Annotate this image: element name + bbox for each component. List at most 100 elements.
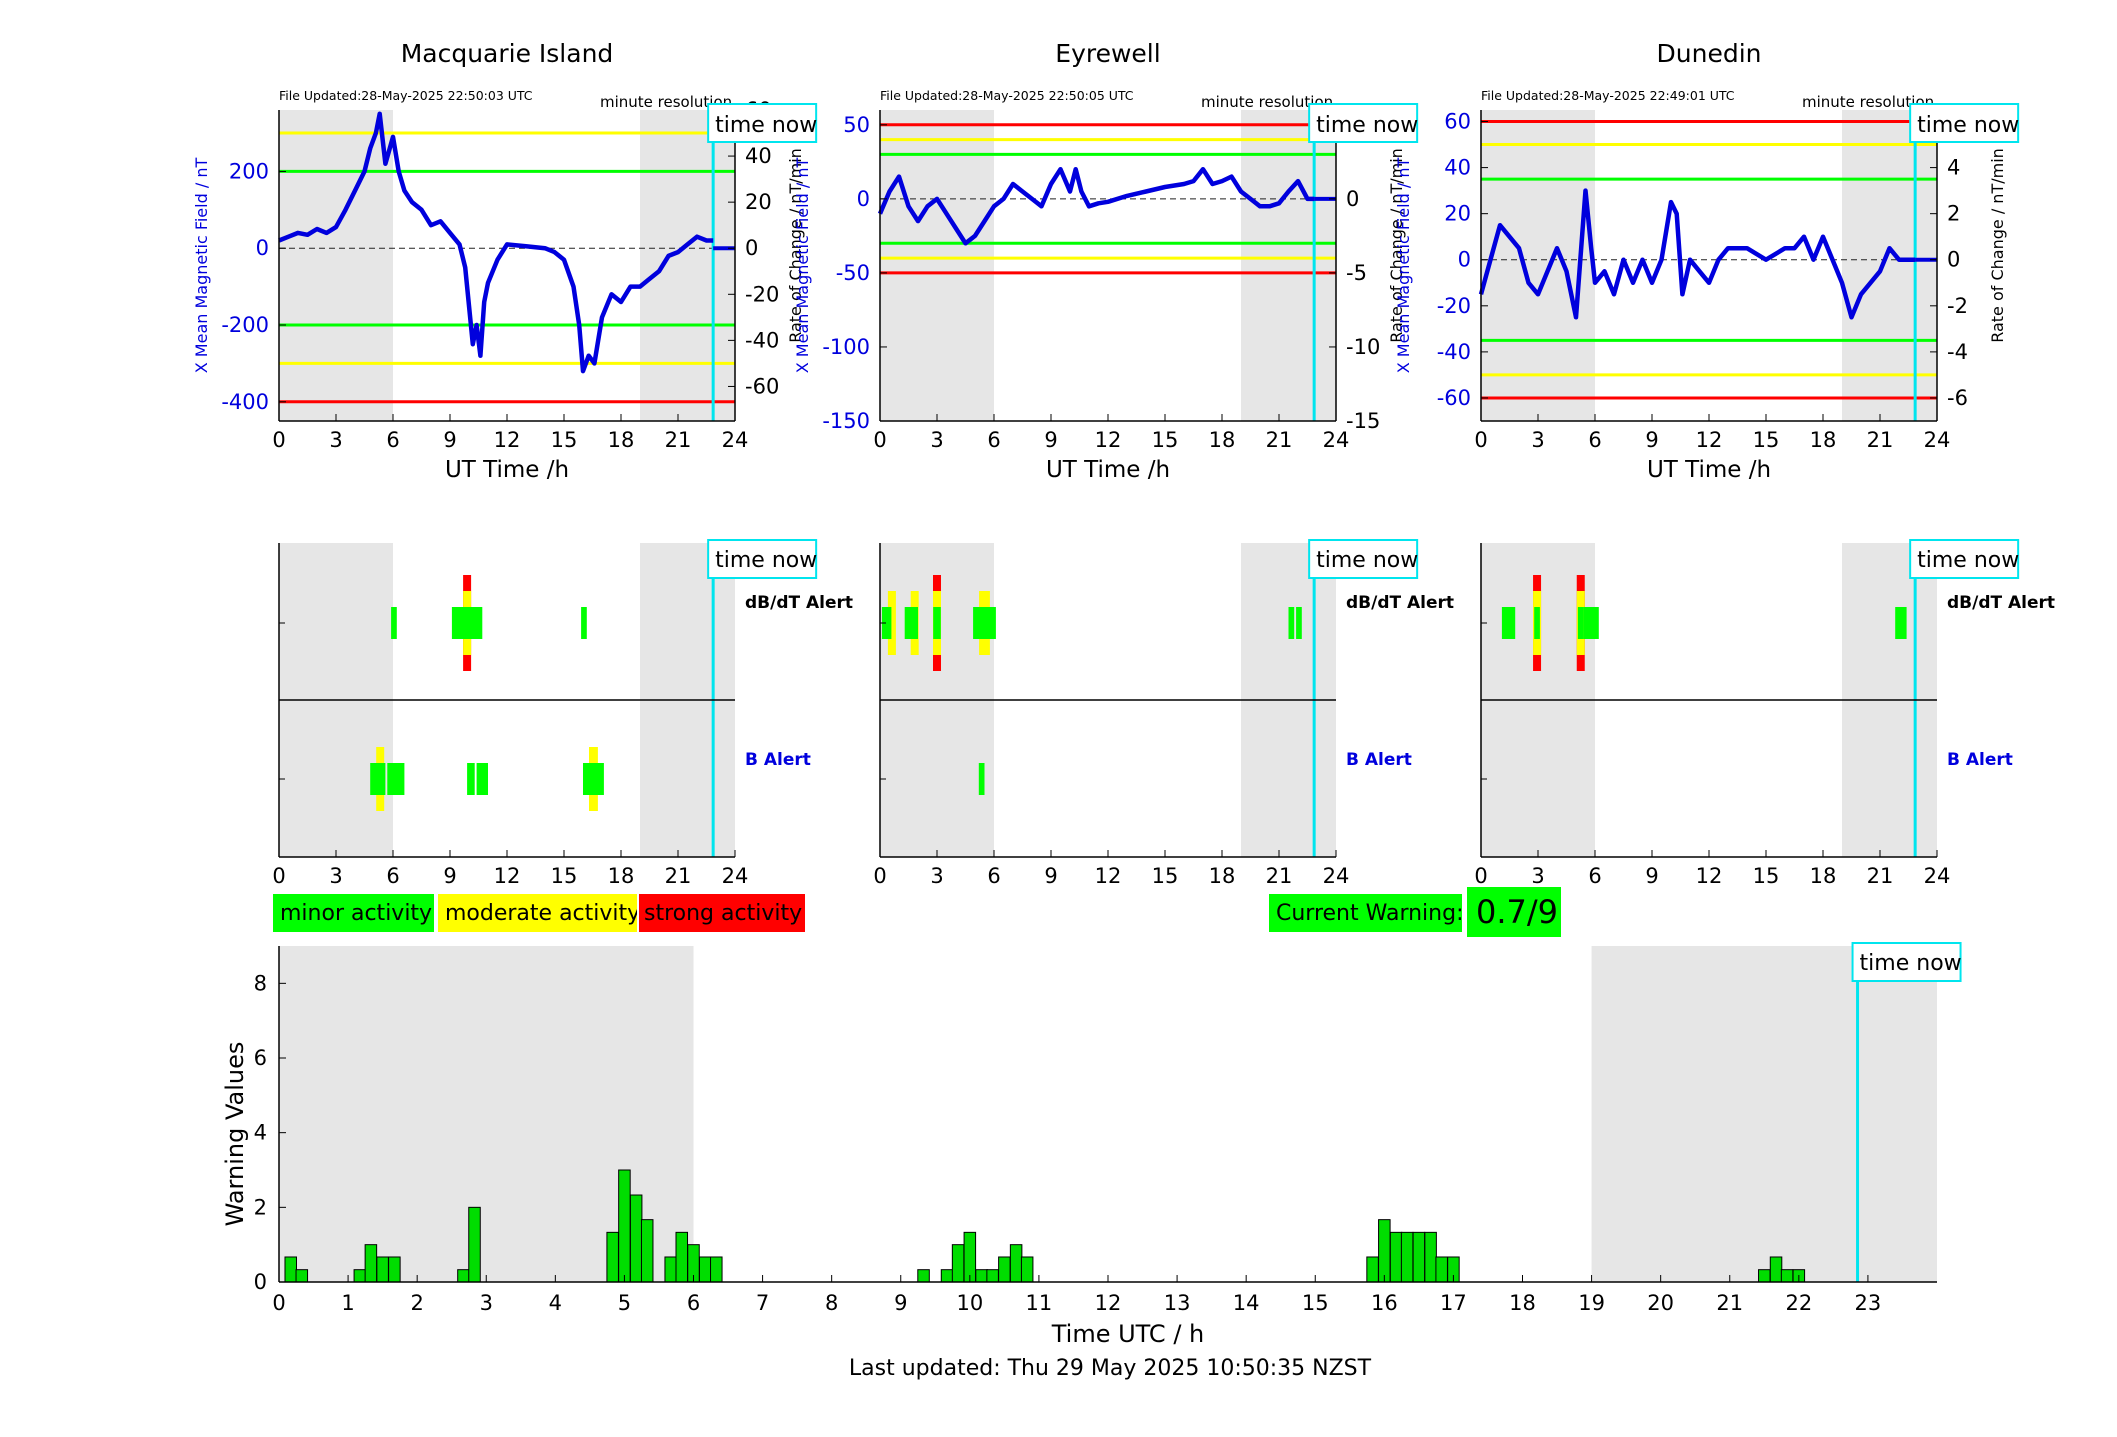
x-tick-label: 2 [410, 1291, 423, 1315]
y-right-tick-label: -2 [1947, 294, 1968, 318]
time-now-label: time now [715, 113, 817, 138]
x-tick-label: 0 [272, 428, 285, 452]
x-tick-label: 13 [1164, 1291, 1191, 1315]
warning-bar [1389, 1231, 1403, 1283]
alert-panel-1: 0 3 6 9 12 15 18 21 24 dB/dT Alert B Alert time now [873, 539, 1454, 888]
x-tick-label: 21 [665, 428, 692, 452]
y-right-axis-label: Rate of Change / nT/min [786, 148, 805, 343]
warning-bar [618, 1169, 631, 1283]
warning-bar [376, 1256, 389, 1283]
alert-moderate-mark [887, 591, 896, 655]
y-tick-label: 2 [254, 1195, 267, 1219]
y-right-tick-label: 2 [1947, 202, 1960, 226]
resolution-label: minute resolution [1802, 93, 1934, 111]
x-tick-label: 21 [1266, 428, 1293, 452]
alert-minor-mark [1288, 607, 1295, 639]
x-tick-label: 14 [1233, 1291, 1260, 1315]
y-axis-label: Warning Values [221, 1042, 249, 1227]
y-tick-label: 4 [254, 1121, 267, 1145]
alert-minor-mark [581, 607, 587, 639]
time-now-label: time now [1917, 548, 2019, 573]
warning-bar [664, 1256, 677, 1283]
x-tick-label: 24 [722, 428, 749, 452]
y-right-tick-label: -5 [1346, 261, 1367, 285]
warning-bar [457, 1269, 470, 1283]
x-tick-label: 0 [873, 864, 886, 888]
warning-bar [640, 1219, 654, 1283]
x-tick-label: 6 [1588, 428, 1601, 452]
x-tick-label: 0 [272, 1291, 285, 1315]
x-tick-label: 6 [1588, 864, 1601, 888]
warning-bar [388, 1256, 401, 1283]
x-tick-label: 16 [1371, 1291, 1398, 1315]
x-tick-label: 17 [1440, 1291, 1467, 1315]
alert-minor-mark [1534, 607, 1540, 639]
y-left-tick-label: -60 [1437, 386, 1471, 410]
x-tick-label: 6 [687, 1291, 700, 1315]
y-right-tick-label: 0 [745, 236, 758, 260]
x-field-series-line [1478, 188, 1916, 320]
alert-minor-mark [387, 763, 405, 795]
x-tick-label: 15 [1753, 428, 1780, 452]
warning-bar [353, 1269, 367, 1283]
y-tick-label: 8 [254, 971, 267, 995]
x-tick-label: 9 [443, 864, 456, 888]
x-tick-label: 3 [480, 1291, 493, 1315]
x-tick-label: 15 [1152, 864, 1179, 888]
x-tick-label: 21 [1867, 864, 1894, 888]
y-right-axis-label: Rate of Change / nT/min [1387, 148, 1406, 343]
y-left-tick-label: 60 [1444, 110, 1471, 134]
x-tick-label: 6 [987, 428, 1000, 452]
x-tick-label: 12 [1095, 864, 1122, 888]
x-tick-label: 20 [1647, 1291, 1674, 1315]
x-tick-label: 3 [1531, 428, 1544, 452]
y-left-tick-label: -20 [1437, 294, 1471, 318]
current-warning-label: Current Warning: [1276, 901, 1463, 926]
file-updated-label: File Updated:28-May-2025 22:50:03 UTC [279, 88, 533, 103]
x-tick-label: 24 [1323, 428, 1350, 452]
row-label-b: B Alert [1346, 750, 1412, 770]
warning-bar [1009, 1244, 1023, 1283]
x-tick-label: 5 [618, 1291, 631, 1315]
row-label-dbdt: dB/dT Alert [1346, 593, 1454, 613]
x-tick-label: 6 [386, 428, 399, 452]
time-now-label: time now [1917, 113, 2019, 138]
x-tick-label: 15 [1753, 864, 1780, 888]
x-tick-label: 23 [1855, 1291, 1882, 1315]
y-right-tick-label: 20 [745, 190, 772, 214]
x-tick-label: 18 [608, 864, 635, 888]
alert-minor-mark [904, 607, 918, 639]
station-title: Macquarie Island [401, 39, 614, 68]
y-left-tick-label: -40 [1437, 340, 1471, 364]
y-right-tick-label: 4 [1947, 156, 1960, 180]
x-tick-label: 19 [1578, 1291, 1605, 1315]
warning-bar [1412, 1231, 1426, 1283]
y-right-tick-label: -15 [1346, 409, 1380, 433]
station-plot-1: 03691215182124-150-100-50050-15-10-505Ey… [793, 39, 1418, 483]
alert-minor-mark [933, 607, 941, 639]
y-left-tick-label: -400 [221, 390, 269, 414]
current-warning-box [1267, 892, 1464, 934]
warning-histogram-layer: 0 1 2 3 4 5 6 7 8 9 10 11 12 13 14 15 16 17 18 19 20 21 22 2302… [221, 942, 1962, 1348]
legend-moderate-swatch [436, 892, 639, 934]
x-axis-label: UT Time /h [1046, 457, 1170, 483]
y-left-tick-label: 200 [229, 159, 269, 183]
x-tick-label: 3 [930, 428, 943, 452]
y-right-tick-label: -60 [745, 374, 779, 398]
file-updated-label: File Updated:28-May-2025 22:50:05 UTC [880, 88, 1134, 103]
warning-bar [963, 1231, 977, 1283]
time-now-box [1308, 539, 1419, 579]
y-right-tick-label: -20 [745, 282, 779, 306]
warning-bar [998, 1256, 1011, 1283]
night-band [279, 110, 393, 421]
x-tick-label: 21 [1266, 864, 1293, 888]
alert-minor-mark [1577, 607, 1584, 639]
legend-strong-swatch [637, 892, 807, 934]
alert-minor-mark [467, 763, 475, 795]
x-tick-label: 9 [1645, 428, 1658, 452]
legend-moderate-label: moderate activity [445, 901, 640, 926]
x-field-series-line [278, 111, 714, 374]
current-warning-value: 0.7/9 [1476, 893, 1558, 931]
x-tick-label: 0 [272, 864, 285, 888]
station-title: Eyrewell [1055, 39, 1160, 68]
